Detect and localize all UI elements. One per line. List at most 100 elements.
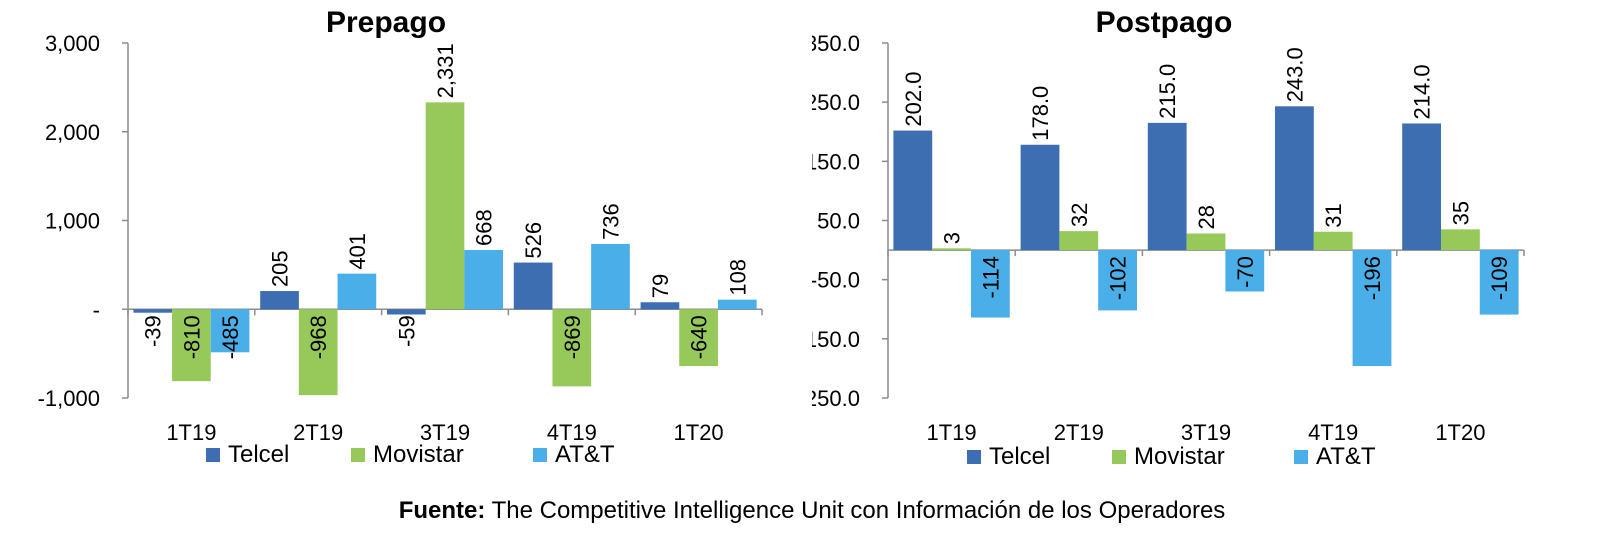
bar-movistar-4t19 xyxy=(552,309,592,387)
bar-att-3t19 xyxy=(464,249,504,310)
legend-label: AT&T xyxy=(555,441,615,468)
bar-att-1t20 xyxy=(717,299,757,310)
data-label: 28 xyxy=(1194,205,1219,229)
data-label: 668 xyxy=(472,209,497,246)
bar-att-4t19 xyxy=(591,243,630,310)
x-tick-label: 2T19 xyxy=(293,420,343,445)
bar-att-1t19 xyxy=(210,309,250,353)
x-tick-label: 3T19 xyxy=(1181,420,1231,445)
data-label: -810 xyxy=(179,315,204,359)
data-label: 35 xyxy=(1448,201,1473,225)
data-label: 32 xyxy=(1067,203,1092,227)
legend-swatch xyxy=(351,448,365,462)
bar-movistar-2t19 xyxy=(298,309,338,396)
chart-title: Prepago xyxy=(326,6,446,39)
chart-postpago: Postpago -250.0 -150.0 -50.0 50.0 150.0 250.0 3… xyxy=(812,6,1525,470)
bar-telcel-4t19 xyxy=(513,262,553,310)
data-label: -640 xyxy=(687,315,712,359)
y-tick-label: 50.0 xyxy=(817,209,860,234)
legend-label: Telcel xyxy=(228,441,289,468)
x-tick-label: 4T19 xyxy=(1308,420,1358,445)
bar-movistar-4t19 xyxy=(1313,231,1353,251)
data-label: 178.0 xyxy=(1028,86,1053,141)
source-label: Fuente: xyxy=(398,497,486,524)
data-label: 205 xyxy=(268,250,293,287)
data-label: 215.0 xyxy=(1155,64,1180,119)
data-label: -59 xyxy=(394,315,419,347)
bar-movistar-3t19 xyxy=(1186,233,1226,251)
data-label: -102 xyxy=(1106,256,1131,300)
data-label: 214.0 xyxy=(1410,64,1435,119)
source-text: The Competitive Intelligence Unit con In… xyxy=(491,497,1226,524)
bar-att-1t19 xyxy=(970,250,1010,318)
data-label: -196 xyxy=(1360,256,1385,300)
legend-swatch xyxy=(967,450,981,464)
y-tick-label: 250.0 xyxy=(812,90,860,115)
legend-swatch xyxy=(1294,450,1308,464)
y-tick-label: -1,000 xyxy=(38,386,100,411)
chart-title: Postpago xyxy=(1096,6,1233,39)
chart-prepago: Prepago-1,000-1,0002,0003,000-39205-5952… xyxy=(38,6,763,468)
x-tick-label: 1T19 xyxy=(927,420,977,445)
data-label: 526 xyxy=(521,222,546,259)
x-tick-label: 3T19 xyxy=(420,420,470,445)
y-tick-label: 150.0 xyxy=(812,149,860,174)
data-label: 401 xyxy=(345,233,370,270)
data-label: 2,331 xyxy=(433,43,458,98)
data-label: 3 xyxy=(940,232,965,244)
y-tick-label: 3,000 xyxy=(45,31,100,56)
legend-swatch xyxy=(533,448,547,462)
y-tick-label: -150.0 xyxy=(812,327,860,352)
data-label: -39 xyxy=(141,315,166,347)
x-tick-label: 1T20 xyxy=(674,420,724,445)
x-tick-label: 1T20 xyxy=(1435,420,1485,445)
data-label: 108 xyxy=(725,259,750,296)
data-label: 202.0 xyxy=(901,72,926,127)
y-tick-label: 350.0 xyxy=(812,31,860,56)
legend-swatch xyxy=(1112,450,1126,464)
bar-att-3t19 xyxy=(1225,250,1265,292)
legend-label: Movistar xyxy=(373,441,464,468)
bar-movistar-2t19 xyxy=(1059,231,1099,251)
data-label: 79 xyxy=(648,274,673,298)
y-tick-label: - xyxy=(93,297,100,322)
x-tick-label: 4T19 xyxy=(547,420,597,445)
bar-att-1t20 xyxy=(1479,250,1519,315)
data-label: -114 xyxy=(978,256,1003,298)
data-label: 31 xyxy=(1321,203,1346,227)
bar-movistar-1t20 xyxy=(679,309,718,367)
x-tick-label: 2T19 xyxy=(1054,420,1104,445)
bar-att-2t19 xyxy=(337,273,377,310)
data-label: 243.0 xyxy=(1282,47,1307,102)
bar-att-4t19 xyxy=(1352,250,1392,367)
source-note: Fuente: The Competitive Intelligence Uni… xyxy=(0,497,1624,525)
bar-att-2t19 xyxy=(1098,250,1137,311)
bar-movistar-1t19 xyxy=(932,248,971,251)
bar-telcel-1t20 xyxy=(640,302,680,310)
legend-label: Telcel xyxy=(989,443,1050,470)
data-label: -109 xyxy=(1487,256,1512,300)
legend-swatch xyxy=(206,448,220,462)
bar-telcel-4t19 xyxy=(1275,106,1314,251)
data-label: 736 xyxy=(598,203,623,240)
bar-movistar-1t19 xyxy=(172,309,211,382)
bar-telcel-1t20 xyxy=(1402,123,1442,251)
bar-telcel-2t19 xyxy=(260,291,299,310)
data-label: -869 xyxy=(560,315,585,359)
legend-label: Movistar xyxy=(1134,443,1225,470)
y-tick-label: 1,000 xyxy=(45,209,100,234)
bar-telcel-1t19 xyxy=(893,130,933,251)
y-tick-label: 2,000 xyxy=(45,120,100,145)
bar-telcel-1t19 xyxy=(133,309,173,313)
data-label: -485 xyxy=(218,315,243,359)
bar-movistar-3t19 xyxy=(425,102,465,310)
bar-telcel-3t19 xyxy=(386,309,426,315)
data-label: -968 xyxy=(306,315,331,359)
y-tick-label: -250.0 xyxy=(812,386,860,411)
x-tick-label: 1T19 xyxy=(166,420,216,445)
legend-label: AT&T xyxy=(1316,443,1376,470)
bar-telcel-2t19 xyxy=(1020,144,1060,251)
y-tick-label: -50.0 xyxy=(812,268,860,293)
bar-telcel-3t19 xyxy=(1147,122,1187,251)
